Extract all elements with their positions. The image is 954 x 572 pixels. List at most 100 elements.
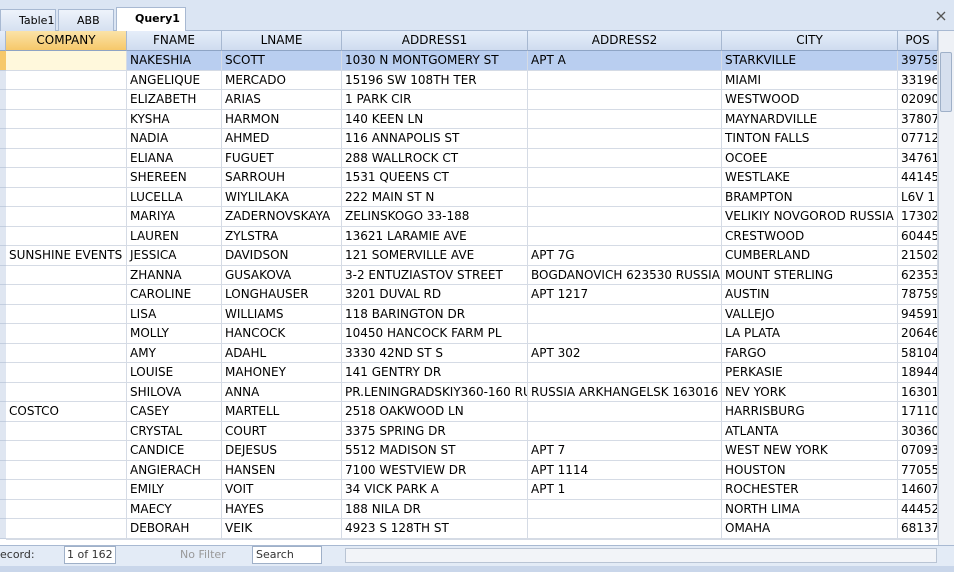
cell[interactable] (528, 519, 722, 539)
cell[interactable]: LOUISE (127, 363, 222, 383)
cell[interactable] (6, 460, 127, 480)
column-header[interactable]: CITY (722, 31, 898, 51)
cell[interactable]: 140 KEEN LN (342, 109, 528, 129)
cell[interactable]: APT A (528, 51, 722, 71)
cell[interactable]: 78759 (898, 285, 938, 305)
row-selector[interactable] (0, 109, 6, 129)
cell[interactable]: VEIK (222, 519, 342, 539)
cell[interactable] (528, 207, 722, 227)
cell[interactable]: BRAMPTON (722, 187, 898, 207)
cell[interactable] (528, 324, 722, 344)
cell[interactable] (6, 441, 127, 461)
cell[interactable]: OCOEE (722, 148, 898, 168)
row-selector[interactable] (0, 90, 6, 110)
tab[interactable]: Table1 (0, 9, 56, 31)
cell[interactable]: 68137 (898, 519, 938, 539)
cell[interactable]: SUNSHINE EVENTS (6, 246, 127, 266)
cell[interactable]: CANDICE (127, 441, 222, 461)
cell[interactable]: SCOTT (222, 51, 342, 71)
cell[interactable]: CRYSTAL (127, 421, 222, 441)
cell[interactable]: 34761 (898, 148, 938, 168)
cell[interactable] (528, 421, 722, 441)
cell[interactable] (528, 168, 722, 188)
column-header[interactable]: POS (898, 31, 938, 51)
cell[interactable]: DAVIDSON (222, 246, 342, 266)
tab[interactable]: ABB (58, 9, 114, 31)
cell[interactable] (6, 129, 127, 149)
cell[interactable]: 1531 QUEENS CT (342, 168, 528, 188)
cell[interactable]: WESTWOOD (722, 90, 898, 110)
row-selector[interactable] (0, 480, 6, 500)
cell[interactable]: WIYLILAKA (222, 187, 342, 207)
cell[interactable]: VOIT (222, 480, 342, 500)
cell[interactable] (528, 304, 722, 324)
row-selector[interactable] (0, 441, 6, 461)
scroll-thumb[interactable] (940, 52, 952, 112)
cell[interactable]: 39759 (898, 51, 938, 71)
cell[interactable]: ZYLSTRA (222, 226, 342, 246)
cell[interactable] (6, 480, 127, 500)
cell[interactable]: CASEY (127, 402, 222, 422)
cell[interactable]: DEJESUS (222, 441, 342, 461)
cell[interactable]: 288 WALLROCK CT (342, 148, 528, 168)
cell[interactable]: WESTLAKE (722, 168, 898, 188)
cell[interactable] (6, 148, 127, 168)
cell[interactable]: 30360 (898, 421, 938, 441)
cell[interactable]: MAYNARDVILLE (722, 109, 898, 129)
cell[interactable]: 21502 (898, 246, 938, 266)
cell[interactable]: 14607 (898, 480, 938, 500)
row-selector[interactable] (0, 207, 6, 227)
cell[interactable]: 16301 (898, 382, 938, 402)
cell[interactable]: ELIZABETH (127, 90, 222, 110)
cell[interactable]: MARTELL (222, 402, 342, 422)
cell[interactable] (6, 70, 127, 90)
cell[interactable] (6, 363, 127, 383)
cell[interactable]: 13621 LARAMIE AVE (342, 226, 528, 246)
cell[interactable]: 60445 (898, 226, 938, 246)
cell[interactable] (528, 70, 722, 90)
cell[interactable]: CRESTWOOD (722, 226, 898, 246)
cell[interactable]: COURT (222, 421, 342, 441)
cell[interactable]: RUSSIA ARKHANGELSK 163016 (528, 382, 722, 402)
cell[interactable]: ADAHL (222, 343, 342, 363)
row-selector[interactable] (0, 129, 6, 149)
cell[interactable]: 5512 MADISON ST (342, 441, 528, 461)
column-header[interactable]: FNAME (127, 31, 222, 51)
column-header[interactable]: ADDRESS1 (342, 31, 528, 51)
cell[interactable]: NORTH LIMA (722, 499, 898, 519)
row-selector[interactable] (0, 363, 6, 383)
cell[interactable] (528, 90, 722, 110)
cell[interactable]: EMILY (127, 480, 222, 500)
cell[interactable] (6, 382, 127, 402)
cell[interactable]: JESSICA (127, 246, 222, 266)
cell[interactable]: 94591 (898, 304, 938, 324)
cell[interactable]: MERCADO (222, 70, 342, 90)
cell[interactable]: ANGELIQUE (127, 70, 222, 90)
cell[interactable]: MARIYA (127, 207, 222, 227)
row-selector[interactable] (0, 324, 6, 344)
cell[interactable]: NEV YORK (722, 382, 898, 402)
row-selector[interactable] (0, 265, 6, 285)
cell[interactable] (6, 304, 127, 324)
cell[interactable] (6, 499, 127, 519)
cell[interactable]: DEBORAH (127, 519, 222, 539)
cell[interactable]: FUGUET (222, 148, 342, 168)
cell[interactable]: STARKVILLE (722, 51, 898, 71)
row-selector[interactable] (0, 51, 6, 71)
cell[interactable]: ATLANTA (722, 421, 898, 441)
column-header[interactable]: LNAME (222, 31, 342, 51)
cell[interactable]: TINTON FALLS (722, 129, 898, 149)
cell[interactable]: MOUNT STERLING (722, 265, 898, 285)
cell[interactable]: CAROLINE (127, 285, 222, 305)
cell[interactable]: ZELINSKOGO 33-188 (342, 207, 528, 227)
cell[interactable]: 3-2 ENTUZIASTOV STREET (342, 265, 528, 285)
cell[interactable]: COSTCO (6, 402, 127, 422)
cell[interactable]: 3375 SPRING DR (342, 421, 528, 441)
cell[interactable]: PR.LENINGRADSKIY360-160 RU (342, 382, 528, 402)
cell[interactable]: 121 SOMERVILLE AVE (342, 246, 528, 266)
cell[interactable]: ZADERNOVSKAYA (222, 207, 342, 227)
cell[interactable] (6, 90, 127, 110)
row-selector[interactable] (0, 460, 6, 480)
cell[interactable]: APT 302 (528, 343, 722, 363)
vertical-scrollbar[interactable] (938, 31, 954, 545)
